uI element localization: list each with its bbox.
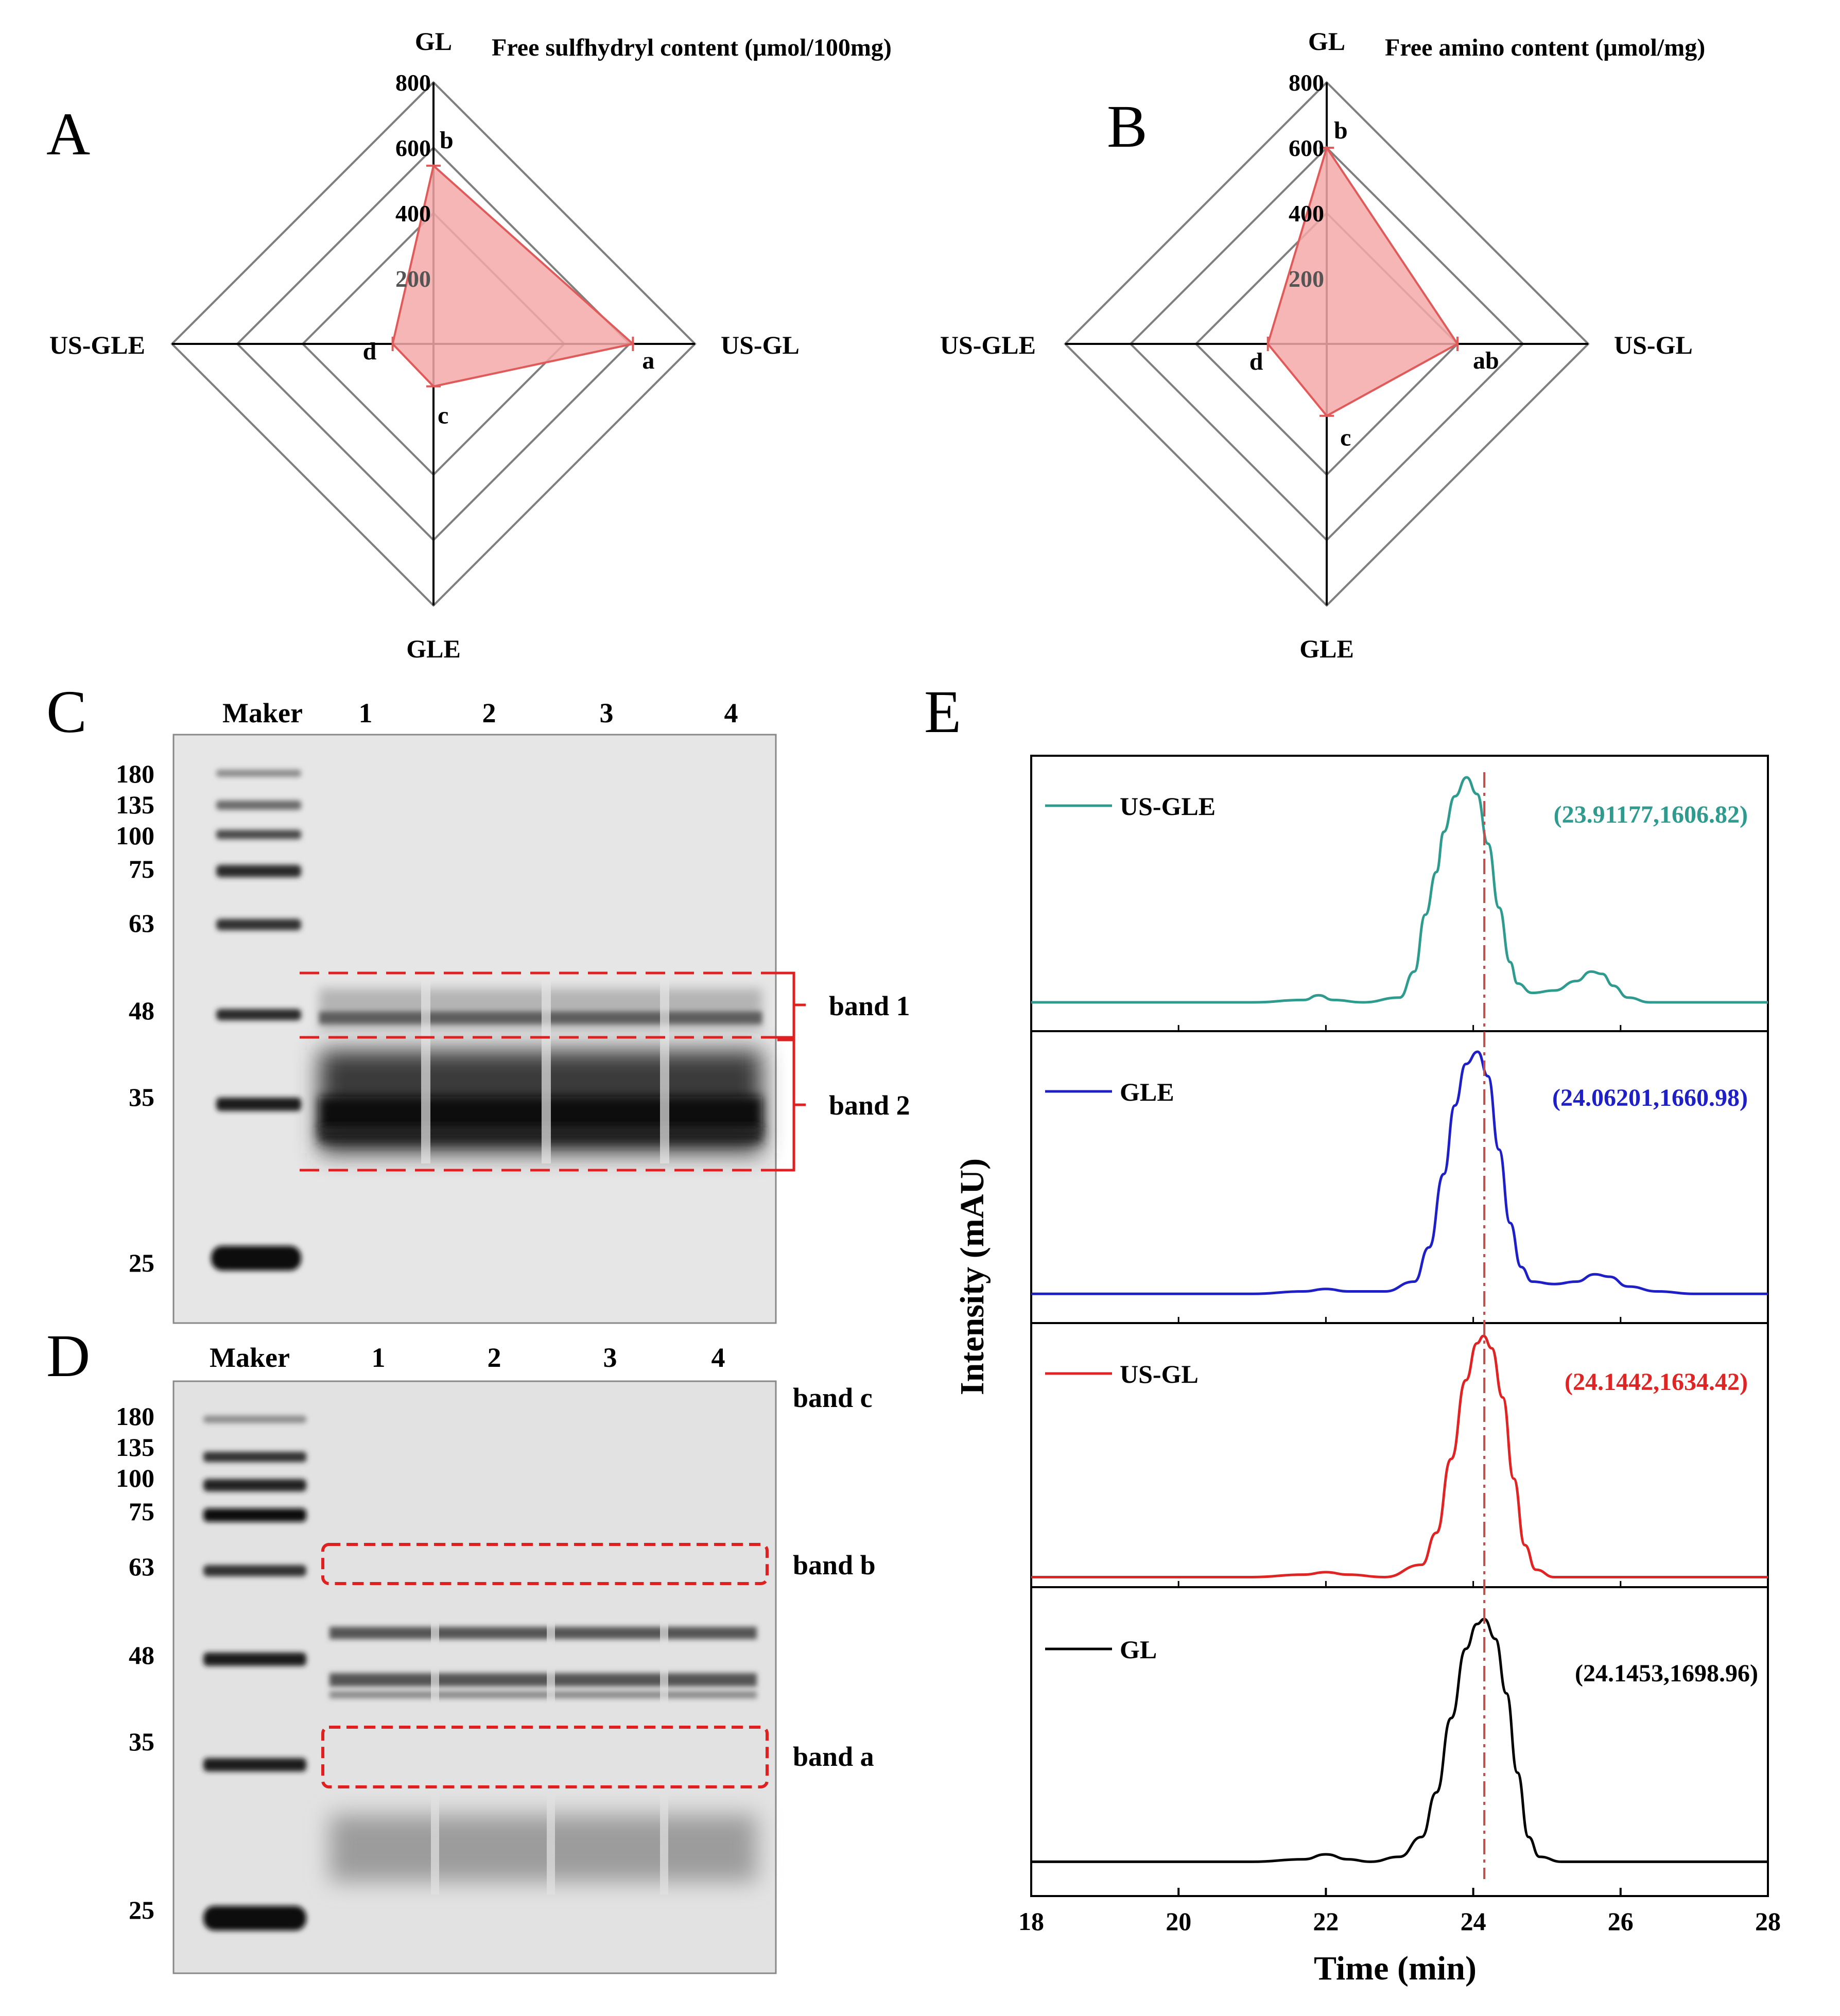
x-tick-label: 18 xyxy=(1018,1907,1044,1936)
radar-chart-free-amino: B Free amino content (μmol/mg) 200 400 600… xyxy=(940,27,1705,663)
radar-tick-label: 600 xyxy=(1289,135,1324,161)
mw-label-25: 25 xyxy=(129,1248,154,1277)
x-tick-label: 24 xyxy=(1461,1907,1486,1936)
band-label-c: band c xyxy=(793,1382,873,1413)
x-axis-label: Time (min) xyxy=(1314,1950,1477,1987)
band-label-a: band a xyxy=(793,1741,874,1772)
gel-c: C Maker 1 2 3 4 xyxy=(46,678,910,1324)
chromatogram-chart: E Intensity (mAU) Time (min) US-GLE (23.9… xyxy=(924,678,1781,1987)
maker-label: Maker xyxy=(222,698,303,728)
axis-label-gl: GL xyxy=(1308,27,1345,56)
radar-tick-label: 800 xyxy=(395,69,431,96)
panel-label-d: D xyxy=(46,1322,90,1389)
significance-letter: d xyxy=(363,338,377,365)
lane-label-4: 4 xyxy=(711,1342,725,1373)
sample-lanes xyxy=(319,978,762,1163)
legend-label: US-GL xyxy=(1120,1360,1199,1388)
lane-label-4: 4 xyxy=(724,698,738,728)
radar-tick-label: 200 xyxy=(395,266,431,292)
legend-label: US-GLE xyxy=(1120,792,1216,821)
series-line-us-gl xyxy=(1031,1334,1768,1578)
panel-label-a: A xyxy=(46,100,90,168)
band-label-2: band 2 xyxy=(829,1090,910,1121)
peak-value-label: (24.1442,1634.42) xyxy=(1565,1368,1748,1396)
lane-label-2: 2 xyxy=(482,698,496,728)
axis-label-gl: GL xyxy=(415,27,452,56)
y-axis-label: Intensity (mAU) xyxy=(953,1158,991,1395)
peak-value-label: (24.06201,1660.98) xyxy=(1552,1084,1748,1111)
significance-letter: ab xyxy=(1473,347,1499,374)
panel-label-b: B xyxy=(1107,93,1148,160)
mw-label-35: 35 xyxy=(129,1727,154,1756)
band-boxes xyxy=(300,971,777,1172)
significance-letter: c xyxy=(438,402,448,429)
band-label-b: band b xyxy=(793,1550,876,1580)
panel-label-e: E xyxy=(924,678,961,745)
lane-label-3: 3 xyxy=(600,698,614,728)
significance-letter: b xyxy=(1334,117,1348,144)
x-tick-label: 26 xyxy=(1608,1907,1634,1936)
axis-label-us-gl: US-GL xyxy=(721,331,800,359)
lane-label-2: 2 xyxy=(488,1342,501,1373)
lane-label-3: 3 xyxy=(603,1342,617,1373)
radar-tick-label: 400 xyxy=(395,200,431,227)
mw-label-48: 48 xyxy=(129,996,154,1025)
peak-value-label: (23.91177,1606.82) xyxy=(1554,801,1748,828)
series-line-gl xyxy=(1031,1618,1768,1863)
mw-label-75: 75 xyxy=(129,1497,154,1526)
mw-label-180: 180 xyxy=(116,759,154,788)
radar-tick-label: 800 xyxy=(1289,69,1324,96)
lane-label-1: 1 xyxy=(359,698,373,728)
legend-label: GLE xyxy=(1120,1077,1174,1106)
axis-label-us-gle: US-GLE xyxy=(940,331,1036,359)
radar-tick-label: 200 xyxy=(1289,266,1324,292)
marker-ladder xyxy=(203,1416,306,1931)
lane-label-1: 1 xyxy=(372,1342,386,1373)
mw-label-63: 63 xyxy=(129,1552,154,1581)
x-tick-label: 20 xyxy=(1166,1907,1191,1936)
mw-label-135: 135 xyxy=(116,1433,154,1462)
axis-label-gle: GLE xyxy=(406,634,461,663)
marker-ladder xyxy=(211,770,301,1271)
series-line-us-gle xyxy=(1031,776,1768,1004)
radar-tick-label: 400 xyxy=(1289,200,1324,227)
x-tick-label: 28 xyxy=(1755,1907,1781,1936)
radar-chart-free-sulfhydryl: A Free sulfhydryl content (μmol/100mg) 2… xyxy=(46,27,892,663)
legend-label: GL xyxy=(1120,1635,1157,1664)
axis-label-us-gle: US-GLE xyxy=(49,331,145,359)
radar-tick-label: 600 xyxy=(395,135,431,161)
radar-title: Free amino content (μmol/mg) xyxy=(1385,34,1705,61)
peak-value-label: (24.1453,1698.96) xyxy=(1575,1660,1758,1687)
band-brackets xyxy=(777,971,806,1172)
significance-letter: d xyxy=(1249,348,1263,375)
mw-label-135: 135 xyxy=(116,790,154,819)
mw-label-48: 48 xyxy=(129,1641,154,1670)
axis-label-gle: GLE xyxy=(1299,634,1354,663)
mw-label-25: 25 xyxy=(129,1896,154,1924)
significance-letter: b xyxy=(440,127,454,154)
mw-label-180: 180 xyxy=(116,1402,154,1431)
band-boxes xyxy=(321,1543,769,1788)
gel-d: D Maker 1 2 3 4 180 135 10 xyxy=(46,1322,876,1974)
plot-frame xyxy=(1030,755,1769,1897)
mw-label-100: 100 xyxy=(116,821,154,850)
maker-label: Maker xyxy=(210,1342,290,1373)
panel-label-c: C xyxy=(46,678,87,745)
x-tick-label: 22 xyxy=(1313,1907,1339,1936)
radar-title: Free sulfhydryl content (μmol/100mg) xyxy=(492,34,892,61)
mw-label-35: 35 xyxy=(129,1083,154,1111)
significance-letter: a xyxy=(642,347,654,374)
mw-label-63: 63 xyxy=(129,909,154,937)
mw-label-75: 75 xyxy=(129,855,154,883)
significance-letter: c xyxy=(1340,424,1351,451)
axis-label-us-gl: US-GL xyxy=(1614,331,1693,359)
mw-label-100: 100 xyxy=(116,1464,154,1492)
sample-lanes xyxy=(329,1611,757,1895)
band-label-1: band 1 xyxy=(829,990,910,1021)
series-line-gle xyxy=(1031,1050,1768,1295)
